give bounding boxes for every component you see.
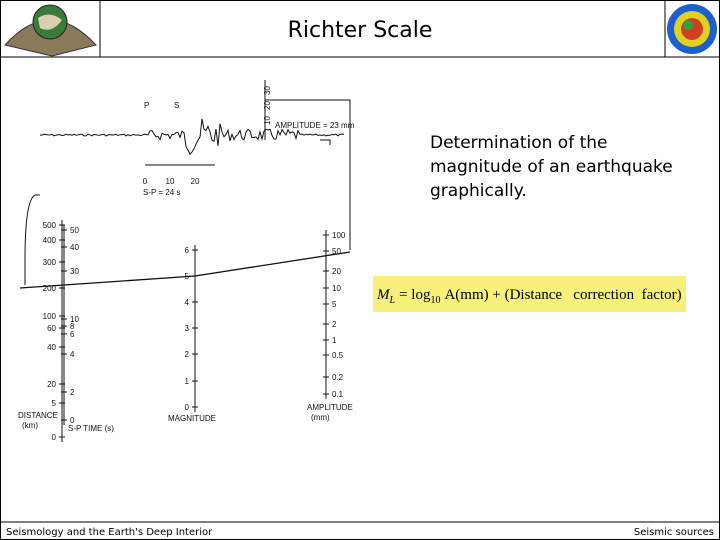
distance-label: 5: [52, 399, 57, 408]
body-line: Determination of the: [430, 133, 608, 153]
body-line: graphically.: [430, 181, 527, 201]
magnitude-label: 2: [185, 350, 190, 359]
amplitude-label: 10: [332, 284, 341, 293]
magnitude-title: MAGNITUDE: [168, 414, 216, 423]
amp-tick: 20: [263, 101, 272, 110]
amplitude-title: AMPLITUDE: [307, 403, 353, 412]
time-tick: 20: [191, 177, 200, 186]
sp_time-label: 10: [70, 315, 79, 324]
s-label: S: [174, 101, 179, 110]
amplitude-label: 100: [332, 231, 346, 240]
distance-label: 200: [43, 284, 57, 293]
footer-right: Seismic sources: [634, 527, 714, 538]
footer-left: Seismology and the Earth's Deep Interior: [6, 527, 213, 538]
amplitude-label: 50: [332, 247, 341, 256]
sp-label: S-P = 24 s: [143, 188, 180, 197]
distance-title: DISTANCE: [18, 411, 58, 420]
left-logo: [4, 4, 97, 57]
sp_time-label: 50: [70, 226, 79, 235]
formula-part: M: [376, 287, 391, 303]
body-line: magnitude of an earthquake: [430, 157, 673, 177]
distance-label: 300: [43, 258, 57, 267]
connector: [24, 99, 351, 285]
amplitude-label: 2: [332, 320, 337, 329]
distance-label: 100: [43, 312, 57, 321]
reading-line: [19, 251, 351, 289]
magnitude-label: 3: [185, 324, 190, 333]
time-tick: 10: [166, 177, 175, 186]
body-text: Determination of the magnitude of an eart…: [430, 133, 673, 201]
formula-part: A(mm) + (Distance correction factor): [444, 287, 681, 303]
amp-tick: 30: [263, 86, 272, 95]
magnitude-label: 1: [185, 377, 190, 386]
formula: ML = log10 A(mm) + (Distance correction fa…: [376, 287, 682, 306]
distance-label: 400: [43, 236, 57, 245]
amp-tick: 10: [263, 116, 272, 125]
time-tick: 0: [143, 177, 148, 186]
sp_time-label: 0: [70, 416, 75, 425]
amp-label: AMPLITUDE = 23 mm: [275, 121, 355, 130]
amplitude-label: 0.2: [332, 373, 344, 382]
sp_time-label: 40: [70, 243, 79, 252]
amplitude-unit: (mm): [311, 413, 330, 422]
distance-label: 40: [47, 343, 56, 352]
amplitude-label: 0.1: [332, 390, 344, 399]
distance-unit: (km): [22, 421, 38, 430]
sp_time-label: 30: [70, 267, 79, 276]
sp_time-label: 6: [70, 330, 75, 339]
formula-box: [373, 276, 686, 312]
formula-part: L: [389, 295, 396, 306]
slide-title: Richter Scale: [288, 18, 433, 43]
distance-label: 20: [47, 380, 56, 389]
sp_time-title: S-P TIME (s): [68, 424, 114, 433]
distance-label: 0: [52, 433, 57, 442]
magnitude-label: 0: [185, 403, 190, 412]
sp_time-label: 4: [70, 350, 75, 359]
formula-part: 10: [430, 295, 440, 306]
magnitude-label: 6: [185, 246, 190, 255]
right-logo: [667, 4, 717, 54]
amplitude-label: 1: [332, 336, 337, 345]
amplitude-label: 0.5: [332, 351, 344, 360]
sp_time-label: 8: [70, 322, 75, 331]
sp_time-label: 2: [70, 388, 75, 397]
seismogram-trace: [39, 118, 345, 156]
formula-part: = log: [399, 287, 431, 303]
magnitude-label: 4: [185, 298, 190, 307]
distance-label: 60: [47, 324, 56, 333]
amplitude-label: 5: [332, 300, 337, 309]
amplitude-label: 20: [332, 267, 341, 276]
distance-label: 500: [43, 221, 57, 230]
p-label: P: [144, 101, 149, 110]
